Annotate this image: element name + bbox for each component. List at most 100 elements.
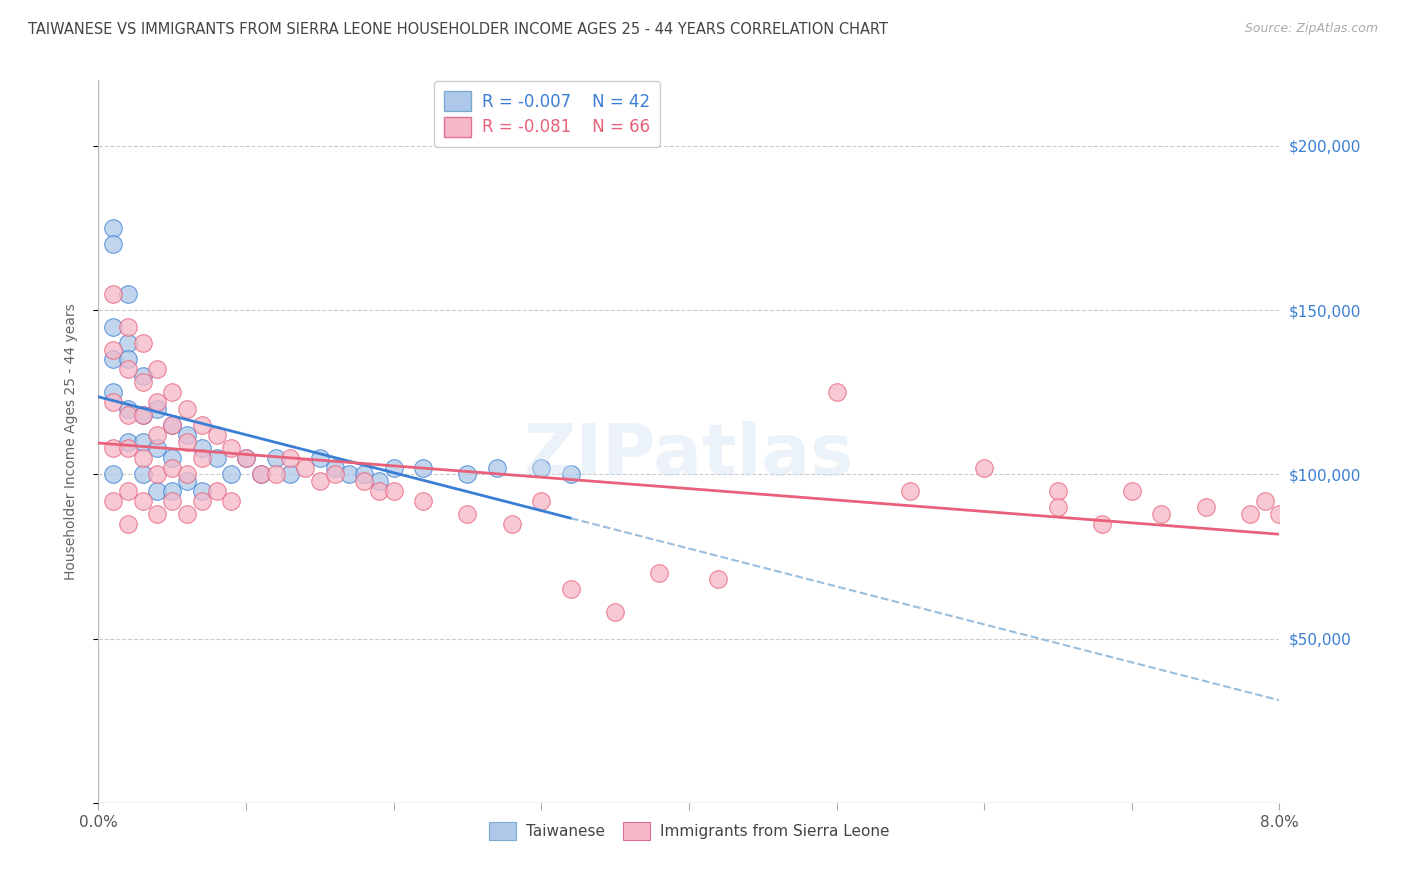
Point	[146, 428, 169, 442]
Point	[176, 474, 198, 488]
Point	[323, 460, 346, 475]
Point	[1254, 493, 1277, 508]
Point	[560, 582, 582, 597]
Point	[103, 493, 125, 508]
Point	[117, 352, 139, 367]
Point	[382, 460, 405, 475]
Point	[1091, 516, 1114, 531]
Point	[103, 286, 125, 301]
Point	[339, 467, 361, 482]
Point	[309, 450, 332, 465]
Point	[117, 319, 139, 334]
Point	[205, 450, 228, 465]
Point	[264, 450, 287, 465]
Point	[162, 493, 183, 508]
Point	[162, 483, 183, 498]
Point	[117, 516, 139, 531]
Point	[162, 450, 183, 465]
Point	[103, 237, 125, 252]
Point	[221, 493, 243, 508]
Point	[1268, 507, 1291, 521]
Point	[530, 460, 553, 475]
Point	[191, 441, 214, 455]
Point	[250, 467, 273, 482]
Point	[176, 467, 198, 482]
Point	[353, 474, 375, 488]
Point	[146, 467, 169, 482]
Point	[368, 483, 391, 498]
Point	[264, 467, 287, 482]
Point	[323, 467, 346, 482]
Point	[605, 605, 627, 619]
Point	[648, 566, 671, 580]
Point	[294, 460, 316, 475]
Text: TAIWANESE VS IMMIGRANTS FROM SIERRA LEONE HOUSEHOLDER INCOME AGES 25 - 44 YEARS : TAIWANESE VS IMMIGRANTS FROM SIERRA LEON…	[28, 22, 889, 37]
Point	[280, 467, 302, 482]
Legend: Taiwanese, Immigrants from Sierra Leone: Taiwanese, Immigrants from Sierra Leone	[482, 816, 896, 846]
Point	[146, 395, 169, 409]
Point	[146, 507, 169, 521]
Point	[221, 467, 243, 482]
Point	[530, 493, 553, 508]
Point	[205, 428, 228, 442]
Point	[103, 352, 125, 367]
Point	[205, 483, 228, 498]
Point	[162, 418, 183, 433]
Point	[103, 395, 125, 409]
Point	[457, 507, 479, 521]
Point	[162, 385, 183, 400]
Point	[250, 467, 273, 482]
Point	[235, 450, 257, 465]
Point	[132, 450, 155, 465]
Point	[117, 286, 139, 301]
Point	[103, 441, 125, 455]
Point	[191, 493, 214, 508]
Point	[1239, 507, 1261, 521]
Point	[1046, 500, 1070, 515]
Point	[412, 493, 434, 508]
Point	[221, 441, 243, 455]
Point	[825, 385, 848, 400]
Point	[900, 483, 922, 498]
Point	[162, 460, 183, 475]
Point	[176, 434, 198, 449]
Point	[162, 418, 183, 433]
Point	[1195, 500, 1218, 515]
Text: Source: ZipAtlas.com: Source: ZipAtlas.com	[1244, 22, 1378, 36]
Point	[117, 362, 139, 376]
Point	[191, 418, 214, 433]
Point	[132, 368, 155, 383]
Point	[103, 221, 125, 235]
Point	[1150, 507, 1173, 521]
Point	[132, 434, 155, 449]
Point	[132, 336, 155, 351]
Point	[146, 483, 169, 498]
Point	[486, 460, 509, 475]
Point	[117, 483, 139, 498]
Point	[412, 460, 434, 475]
Point	[353, 467, 375, 482]
Point	[146, 441, 169, 455]
Text: ZIPatlas: ZIPatlas	[524, 422, 853, 491]
Point	[103, 385, 125, 400]
Point	[560, 467, 582, 482]
Point	[457, 467, 479, 482]
Point	[191, 483, 214, 498]
Point	[117, 336, 139, 351]
Point	[368, 474, 391, 488]
Point	[132, 467, 155, 482]
Y-axis label: Householder Income Ages 25 - 44 years: Householder Income Ages 25 - 44 years	[63, 303, 77, 580]
Point	[132, 409, 155, 423]
Point	[132, 376, 155, 390]
Point	[382, 483, 405, 498]
Point	[309, 474, 332, 488]
Point	[146, 401, 169, 416]
Point	[191, 450, 214, 465]
Point	[117, 401, 139, 416]
Point	[1121, 483, 1143, 498]
Point	[280, 450, 302, 465]
Point	[103, 319, 125, 334]
Point	[103, 343, 125, 357]
Point	[117, 409, 139, 423]
Point	[707, 573, 730, 587]
